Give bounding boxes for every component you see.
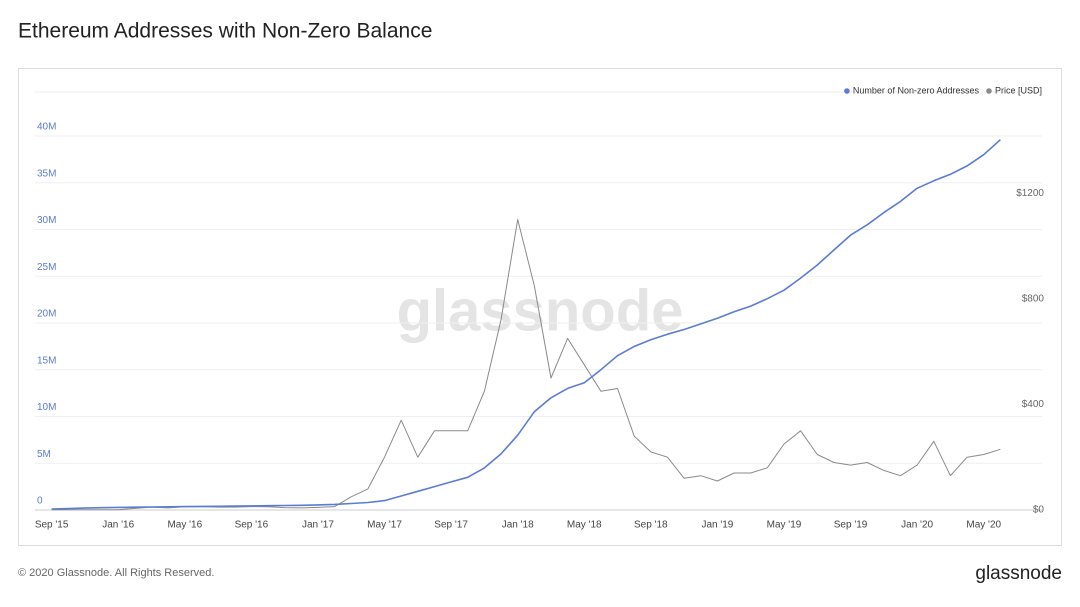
series-line	[51, 139, 1001, 510]
y-tick-label: 5M	[37, 449, 51, 460]
copyright: © 2020 Glassnode. All Rights Reserved.	[18, 567, 214, 579]
x-tick-label: May '20	[966, 520, 1001, 531]
y-tick-label: 30M	[37, 215, 56, 226]
logo: glassnode	[975, 563, 1062, 584]
x-tick-label: Sep '19	[834, 520, 868, 531]
y-tick-label: 25M	[37, 262, 56, 273]
x-tick-label: May '19	[767, 520, 802, 531]
y-tick-label: 35M	[37, 168, 56, 179]
legend-label: Price [USD]	[995, 85, 1042, 95]
y-tick-label: 10M	[37, 402, 56, 413]
chart-frame	[18, 68, 1062, 546]
y2-tick-label: $400	[1022, 399, 1045, 410]
y2-tick-label: $1200	[1016, 188, 1044, 199]
y-tick-label: 15M	[37, 355, 56, 366]
y2-tick-label: $0	[1033, 505, 1045, 516]
y-tick-label: 20M	[37, 309, 56, 320]
x-tick-label: May '17	[367, 520, 402, 531]
legend-marker	[986, 88, 992, 94]
watermark: glassnode	[397, 278, 684, 343]
x-tick-label: Jan '19	[701, 520, 733, 531]
x-tick-label: Jan '20	[901, 520, 933, 531]
y2-tick-label: $800	[1022, 293, 1045, 304]
chart-title: Ethereum Addresses with Non-Zero Balance	[18, 20, 432, 43]
y-tick-label: 40M	[37, 122, 56, 133]
x-tick-label: May '18	[567, 520, 602, 531]
x-tick-label: Jan '17	[302, 520, 334, 531]
y-tick-label: 0	[37, 496, 43, 507]
x-tick-label: Jan '18	[502, 520, 534, 531]
legend-marker	[844, 88, 850, 94]
x-tick-label: Jan '16	[102, 520, 134, 531]
x-tick-label: May '16	[167, 520, 202, 531]
x-tick-label: Sep '17	[434, 520, 468, 531]
x-tick-label: Sep '16	[235, 520, 269, 531]
legend-label: Number of Non-zero Addresses	[853, 85, 980, 95]
x-tick-label: Sep '18	[634, 520, 668, 531]
x-tick-label: Sep '15	[35, 520, 69, 531]
